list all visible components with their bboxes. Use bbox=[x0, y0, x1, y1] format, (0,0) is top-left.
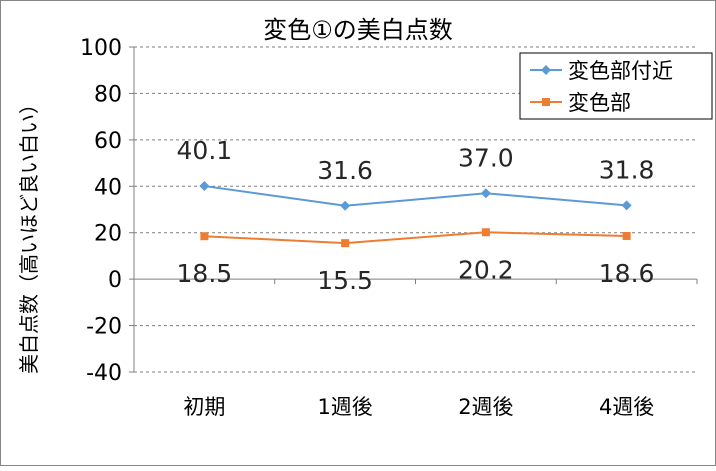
axes bbox=[133, 47, 698, 372]
data-label: 18.6 bbox=[599, 259, 655, 288]
data-label: 37.0 bbox=[458, 143, 514, 172]
data-point-marker bbox=[480, 188, 491, 199]
series-layer bbox=[199, 181, 632, 248]
data-label: 31.8 bbox=[599, 155, 655, 184]
series-line-1 bbox=[204, 185, 627, 207]
legend-label-series-1: 変色部付近 bbox=[568, 59, 673, 83]
legend-box bbox=[519, 52, 713, 120]
data-label: 18.5 bbox=[177, 259, 233, 288]
y-tick-labels: 100 80 60 40 20 0 -20 -40 bbox=[80, 36, 122, 386]
chart-title: 変色①の美白点数 bbox=[263, 16, 453, 44]
data-point-marker bbox=[199, 181, 210, 192]
data-point-marker bbox=[341, 239, 350, 248]
data-label: 15.5 bbox=[317, 266, 373, 295]
data-point-marker bbox=[481, 228, 490, 237]
legend-marker-series-2 bbox=[542, 98, 550, 106]
y-tick-label: 20 bbox=[94, 222, 122, 247]
y-tick-label: -20 bbox=[86, 315, 122, 340]
y-tick-label: 80 bbox=[94, 82, 122, 107]
y-tick-label: 60 bbox=[94, 129, 122, 154]
series-line-2 bbox=[204, 231, 627, 245]
x-tick-label: 初期 bbox=[183, 395, 225, 419]
data-point-marker bbox=[200, 232, 209, 241]
data-label: 20.2 bbox=[458, 255, 514, 284]
data-point-marker bbox=[622, 231, 631, 240]
data-point-marker bbox=[621, 200, 632, 211]
legend: 変色部付近 変色部 bbox=[519, 52, 713, 120]
data-label: 40.1 bbox=[177, 136, 233, 165]
legend-label-series-2: 変色部 bbox=[568, 91, 631, 115]
y-tick-label: 40 bbox=[94, 175, 122, 200]
x-tick-label: 4週後 bbox=[599, 395, 654, 419]
x-tick-label: 1週後 bbox=[317, 395, 372, 419]
y-tick-label: 0 bbox=[108, 268, 122, 293]
y-tick-label: -40 bbox=[86, 361, 122, 386]
x-tick-labels: 初期 1週後 2週後 4週後 bbox=[183, 395, 654, 419]
y-tick-label: 100 bbox=[80, 36, 122, 61]
data-label: 31.6 bbox=[317, 156, 373, 185]
data-labels: 40.1 31.6 37.0 31.8 18.5 15.5 20.2 18.6 bbox=[177, 136, 655, 295]
data-point-marker bbox=[340, 200, 351, 211]
y-axis-label: 美白点数（高いほど良い白い） bbox=[17, 94, 41, 374]
x-tick-label: 2週後 bbox=[458, 395, 513, 419]
legend-marker-series-1 bbox=[541, 65, 551, 75]
